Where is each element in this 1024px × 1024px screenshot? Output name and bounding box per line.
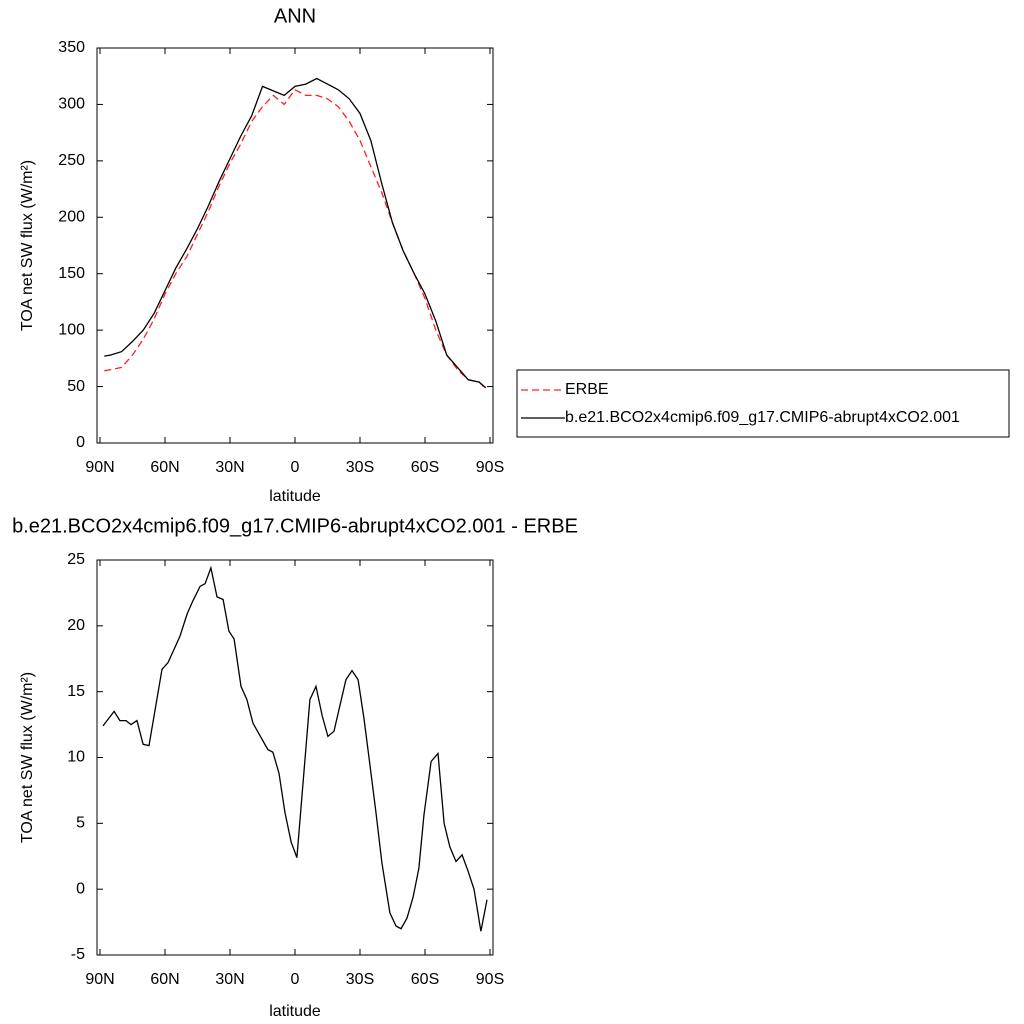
x-tick-label: 60N — [150, 971, 179, 988]
data-line — [104, 88, 487, 390]
x-tick-label: 90S — [476, 459, 504, 476]
legend-box — [516, 369, 1010, 438]
data-line — [104, 77, 487, 389]
x-tick-label: 90S — [476, 971, 504, 988]
legend-label: b.e21.BCO2x4cmip6.f09_g17.CMIP6-abrupt4x… — [565, 409, 960, 426]
y-axis-label: TOA net SW flux (W/m²) — [19, 672, 36, 843]
y-axis-label: TOA net SW flux (W/m²) — [19, 160, 36, 331]
x-tick-label: 30S — [346, 971, 374, 988]
x-axis-label: latitude — [269, 488, 321, 505]
y-tick-label: 250 — [58, 152, 85, 169]
x-tick-label: 90N — [85, 971, 114, 988]
y-tick-label: 25 — [67, 551, 85, 568]
legend-label: ERBE — [565, 381, 609, 398]
x-tick-label: 30N — [215, 459, 244, 476]
x-axis-label: latitude — [269, 1003, 321, 1020]
plot-frame — [96, 559, 494, 956]
y-tick-label: 200 — [58, 209, 85, 226]
y-tick-label: 50 — [67, 378, 85, 395]
x-tick-label: 30S — [346, 459, 374, 476]
chart-title: ANN — [274, 5, 316, 27]
y-tick-label: 350 — [58, 39, 85, 56]
data-line — [102, 565, 488, 932]
y-tick-label: 20 — [67, 617, 85, 634]
x-tick-label: 0 — [291, 459, 300, 476]
x-tick-label: 30N — [215, 971, 244, 988]
x-tick-label: 60S — [411, 971, 439, 988]
y-tick-label: 300 — [58, 96, 85, 113]
y-tick-label: 100 — [58, 321, 85, 338]
y-tick-label: 0 — [76, 880, 85, 897]
y-tick-label: 15 — [67, 683, 85, 700]
x-tick-label: 60N — [150, 459, 179, 476]
y-tick-label: 5 — [76, 815, 85, 832]
x-tick-label: 90N — [85, 459, 114, 476]
x-tick-label: 0 — [291, 971, 300, 988]
y-tick-label: 10 — [67, 749, 85, 766]
chart-title: b.e21.BCO2x4cmip6.f09_g17.CMIP6-abrupt4x… — [12, 515, 578, 537]
y-tick-label: 0 — [76, 434, 85, 451]
y-tick-label: -5 — [71, 946, 85, 963]
plot-frame — [96, 47, 494, 444]
x-tick-label: 60S — [411, 459, 439, 476]
y-tick-label: 150 — [58, 265, 85, 282]
